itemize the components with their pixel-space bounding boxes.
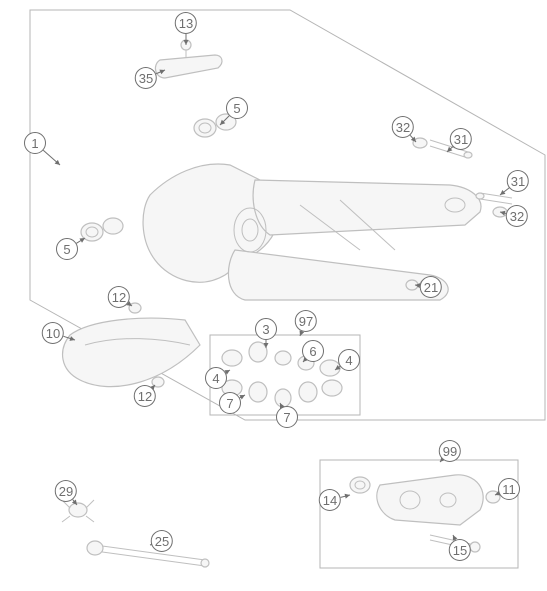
callout-6: 6: [302, 340, 324, 362]
callout-7: 7: [276, 406, 298, 428]
plug-5a: [194, 114, 236, 137]
callout-4: 4: [338, 349, 360, 371]
callout-1: 1: [24, 132, 46, 154]
chain-guide-assy: [350, 475, 500, 552]
callout-5: 5: [226, 97, 248, 119]
chain-slider: [63, 303, 200, 387]
exploded-diagram: 1133553231313251210122139764477991411152…: [0, 0, 547, 591]
diagram-svg: [0, 0, 547, 591]
pivot-bolt: [62, 500, 209, 567]
chain-guide-top: [155, 40, 222, 78]
plug-5b: [81, 218, 123, 241]
callout-3: 3: [255, 318, 277, 340]
callout-11: 11: [498, 478, 520, 500]
callout-7: 7: [219, 392, 241, 414]
callout-4: 4: [205, 367, 227, 389]
callout-5: 5: [56, 238, 78, 260]
